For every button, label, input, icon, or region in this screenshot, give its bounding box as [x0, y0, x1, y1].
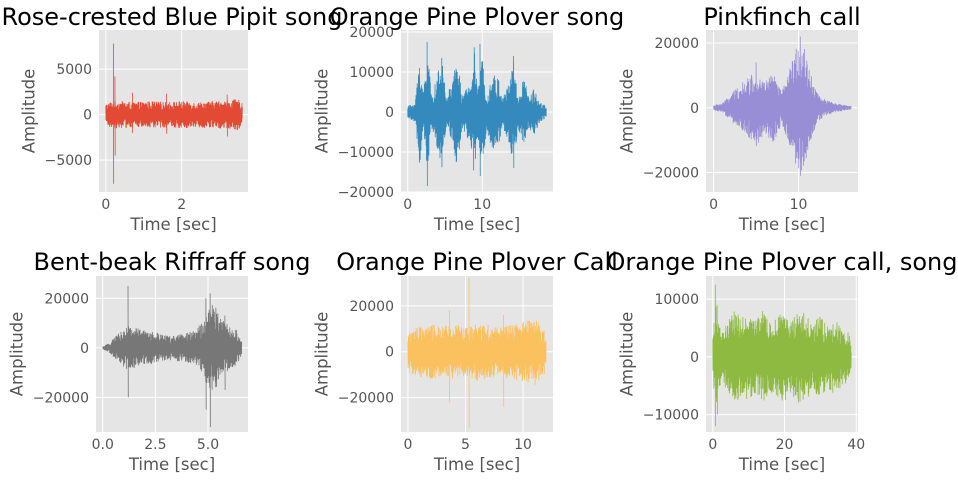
x-tick-label: 2 — [177, 197, 186, 213]
y-tick-label: 10000 — [349, 65, 394, 81]
panel-title: Pinkfinch call — [703, 3, 860, 31]
waveform-panel-3: 0 10 −20000 0 20000 Time [sec] Amplitude Pinkfi… — [618, 3, 861, 234]
x-tick-label: 5 — [461, 437, 470, 453]
waveform-panel-5: 0 5 10 −20000 0 20000 Time [sec] Amplitude Orang… — [313, 248, 618, 474]
y-tick-label: 0 — [690, 101, 699, 117]
y-axis-label: Amplitude — [618, 312, 637, 397]
x-axis-label: Time [sec] — [129, 215, 216, 234]
panel-title: Rose-crested Blue Pipit song — [2, 3, 343, 31]
panel-title: Orange Pine Plover Call — [336, 248, 618, 276]
x-axis-label: Time [sec] — [128, 455, 215, 474]
x-tick-label: 0 — [403, 437, 412, 453]
y-axis-label: Amplitude — [618, 69, 637, 154]
x-tick-label: 0 — [708, 437, 717, 453]
y-tick-label: −20000 — [643, 166, 699, 182]
x-axis-label: Time [sec] — [738, 455, 825, 474]
y-tick-label: 20000 — [654, 36, 699, 52]
waveform-series — [102, 285, 243, 428]
waveform-series — [105, 43, 243, 184]
waveform-series — [407, 278, 547, 428]
x-tick-label: 5.0 — [197, 437, 219, 453]
x-tick-label: 0 — [101, 197, 110, 213]
y-axis-label: Amplitude — [313, 312, 332, 397]
x-tick-label: 10 — [473, 197, 491, 213]
x-axis-label: Time [sec] — [433, 455, 520, 474]
y-tick-label: 0 — [80, 341, 89, 357]
waveform-series — [712, 284, 852, 427]
panel-title: Orange Pine Plover song — [330, 3, 624, 31]
waveform-series — [407, 41, 547, 187]
y-tick-label: 0 — [83, 108, 92, 124]
x-axis-label: Time [sec] — [738, 215, 825, 234]
panel-title: Orange Pine Plover call, song — [607, 248, 958, 276]
waveform-panel-2: 0 10 −20000 −10000 0 10000 20000 Time [sec] Ampl… — [313, 3, 625, 234]
y-tick-label: 20000 — [349, 25, 394, 41]
x-tick-label: 10 — [514, 437, 532, 453]
y-tick-label: −5000 — [45, 153, 92, 169]
y-tick-label: 10000 — [654, 292, 699, 308]
waveform-panel-6: 0 20 40 −10000 0 10000 Time [sec] Amplitude Oran… — [607, 248, 958, 474]
y-tick-label: 5000 — [56, 62, 92, 78]
x-tick-label: 0 — [709, 197, 718, 213]
waveform-panel-1: 0 2 −5000 0 5000 Time [sec] Amplitude Rose-cres… — [2, 3, 343, 234]
y-tick-label: 0 — [385, 345, 394, 361]
waveform-panel-4: 0.0 2.5 5.0 −20000 0 20000 Time [sec] Amplitude… — [8, 248, 311, 474]
y-tick-label: −20000 — [338, 391, 394, 407]
x-tick-label: 0.0 — [92, 437, 114, 453]
y-tick-label: −20000 — [33, 390, 89, 406]
y-tick-label: −20000 — [338, 185, 394, 201]
x-tick-label: 20 — [776, 437, 794, 453]
y-tick-label: −10000 — [643, 408, 699, 424]
y-tick-label: −10000 — [338, 145, 394, 161]
y-axis-label: Amplitude — [8, 312, 27, 397]
x-tick-label: 40 — [847, 437, 865, 453]
y-axis-label: Amplitude — [20, 69, 39, 154]
x-tick-label: 2.5 — [144, 437, 166, 453]
y-tick-label: 0 — [385, 105, 394, 121]
x-tick-label: 10 — [790, 197, 808, 213]
y-tick-label: 0 — [690, 350, 699, 366]
y-axis-label: Amplitude — [313, 69, 332, 154]
x-axis-label: Time [sec] — [433, 215, 520, 234]
y-tick-label: 20000 — [349, 299, 394, 315]
panel-title: Bent-beak Riffraff song — [34, 248, 311, 276]
x-tick-label: 0 — [403, 197, 412, 213]
y-tick-label: 20000 — [44, 291, 89, 307]
waveform-series — [713, 36, 852, 176]
